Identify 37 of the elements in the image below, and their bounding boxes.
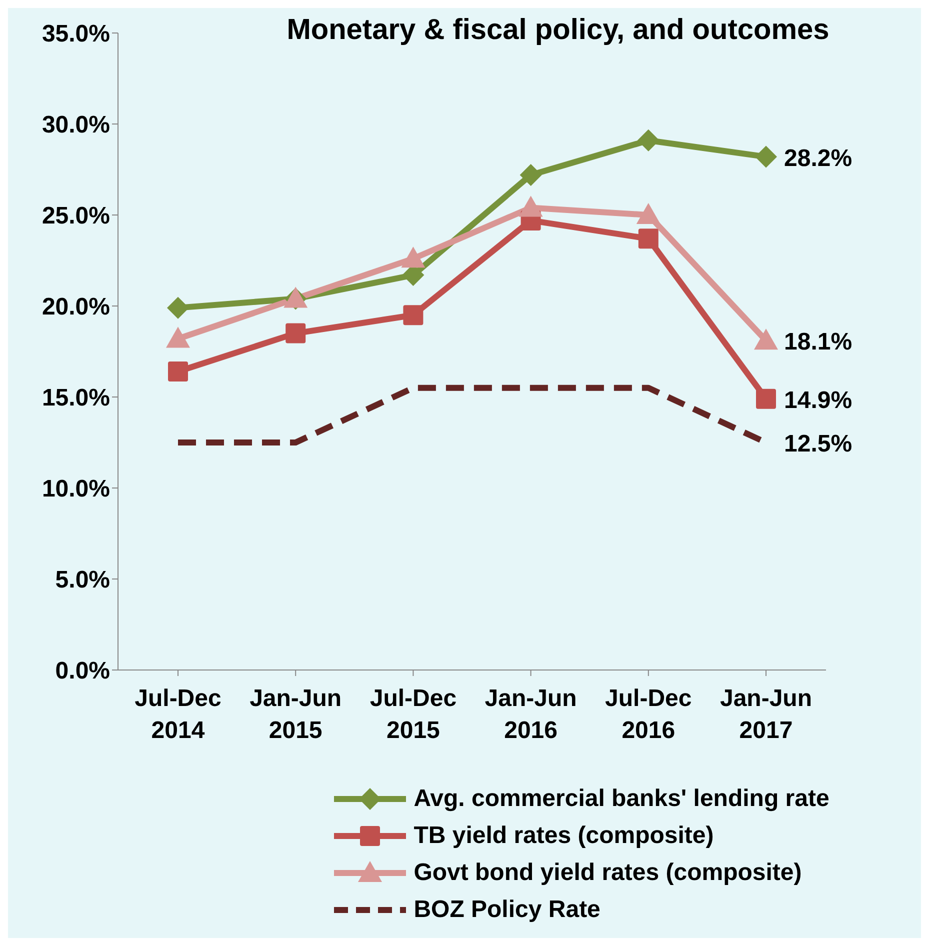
data-label: 12.5% bbox=[784, 430, 852, 458]
y-tick-label: 20.0% bbox=[42, 294, 110, 321]
legend-label: BOZ Policy Rate bbox=[414, 896, 600, 924]
y-tick-label: 0.0% bbox=[55, 658, 110, 685]
point bbox=[166, 326, 190, 348]
y-tick-label: 35.0% bbox=[42, 20, 110, 48]
legend-label: TB yield rates (composite) bbox=[414, 822, 714, 850]
point bbox=[637, 129, 660, 152]
x-tick-label: Jan-Jun 2016 bbox=[484, 685, 577, 744]
point bbox=[167, 296, 189, 319]
y-tick-label: 10.0% bbox=[42, 476, 110, 503]
point bbox=[168, 362, 188, 382]
point bbox=[286, 323, 306, 344]
point bbox=[401, 246, 426, 268]
y-tick-label: 30.0% bbox=[42, 112, 110, 139]
data-label: 14.9% bbox=[784, 386, 852, 414]
point bbox=[518, 196, 543, 217]
point bbox=[755, 146, 777, 168]
point bbox=[520, 164, 542, 186]
chart-title: Monetary & fiscal policy, and outcomes bbox=[286, 14, 830, 47]
point bbox=[756, 388, 776, 409]
legend-label: Avg. commercial banks' lending rate bbox=[414, 784, 830, 812]
y-tick-label: 15.0% bbox=[42, 384, 110, 412]
y-tick-label: 25.0% bbox=[42, 202, 110, 230]
data-label: 28.2% bbox=[784, 144, 852, 172]
legend-label: Govt bond yield rates (composite) bbox=[414, 858, 802, 886]
x-tick-label: Jul-Dec 2014 bbox=[134, 685, 222, 744]
data-label: 18.1% bbox=[784, 328, 852, 356]
x-tick-label: Jan-Jun 2017 bbox=[720, 685, 812, 744]
point bbox=[636, 203, 660, 224]
point bbox=[403, 305, 424, 326]
y-tick-label: 5.0% bbox=[55, 566, 110, 594]
x-tick-label: Jul-Dec 2016 bbox=[605, 685, 692, 744]
point bbox=[754, 328, 778, 350]
x-tick-label: Jul-Dec 2015 bbox=[370, 685, 457, 744]
x-tick-label: Jan-Jun 2015 bbox=[250, 685, 342, 744]
point bbox=[638, 228, 658, 249]
